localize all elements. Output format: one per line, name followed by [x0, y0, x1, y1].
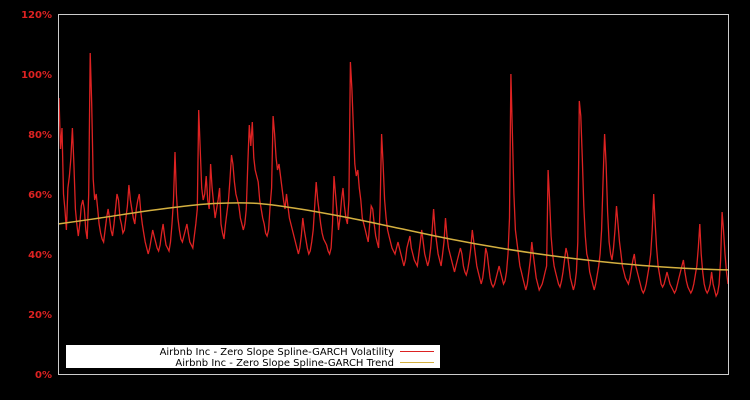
trend-series	[57, 202, 729, 271]
y-tick-label: 40%	[28, 250, 52, 261]
y-tick-label: 20%	[28, 310, 52, 321]
volatility-line	[58, 52, 729, 298]
y-tick-label: 60%	[28, 190, 52, 201]
legend-label-volatility: Airbnb Inc - Zero Slope Spline-GARCH Vol…	[160, 347, 395, 358]
y-axis-ticks: 0% 20% 40% 60% 80% 100% 120%	[21, 10, 52, 381]
legend-label-trend: Airbnb Inc - Zero Slope Spline-GARCH Tre…	[175, 358, 394, 369]
trend-line	[57, 202, 729, 271]
legend: Airbnb Inc - Zero Slope Spline-GARCH Vol…	[66, 345, 440, 369]
y-tick-label: 120%	[21, 10, 52, 21]
y-tick-label: 80%	[28, 130, 52, 141]
y-tick-label: 100%	[21, 70, 52, 81]
plot-frame	[58, 14, 729, 375]
legend-box	[66, 345, 440, 368]
volatility-series	[58, 52, 729, 298]
y-tick-label: 0%	[35, 370, 52, 381]
